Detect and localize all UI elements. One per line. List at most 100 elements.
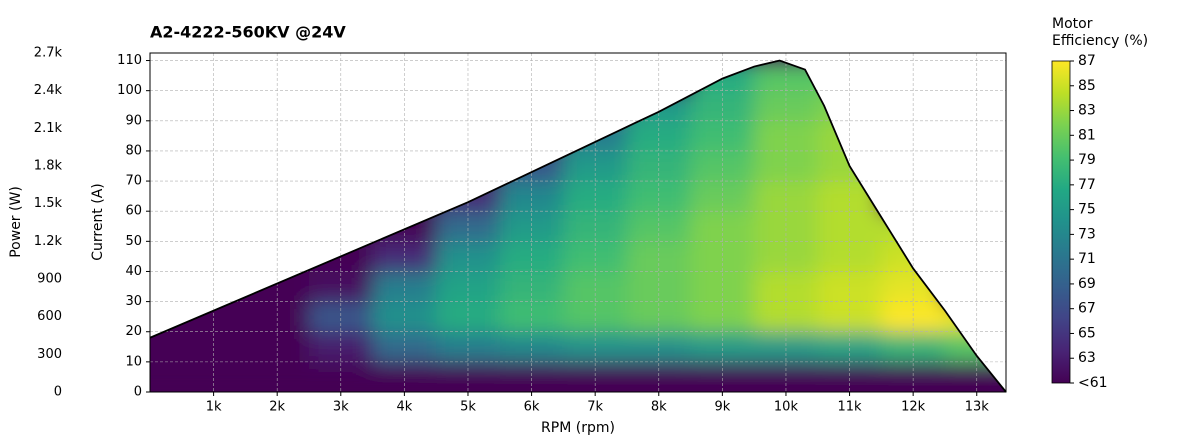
x-tick-label: 5k: [460, 400, 476, 415]
colorbar-tick-label: 67: [1078, 301, 1096, 317]
heatmap-cell: [754, 361, 819, 393]
heatmap-cell: [563, 150, 628, 182]
colorbar-tick-label: 65: [1078, 325, 1096, 341]
x-axis-label: RPM (rpm): [541, 420, 615, 436]
heatmap-cell: [563, 241, 628, 272]
colorbar-tick-label: 71: [1078, 251, 1096, 267]
x-tick-label: 11k: [838, 400, 863, 415]
heatmap-cell: [690, 361, 755, 393]
y-tick-label: 100: [117, 83, 142, 98]
heatmap-cell: [150, 331, 183, 363]
colorbar-tick-label: 63: [1078, 350, 1096, 366]
heatmap-cell: [499, 301, 564, 333]
heatmap-cell: [181, 271, 246, 303]
colorbar-tick-label: 73: [1078, 226, 1096, 242]
heatmap-cell: [499, 361, 564, 393]
colorbar-tick-label: 85: [1078, 78, 1096, 94]
heatmap-cell: [944, 301, 1006, 333]
heatmap-cell: [308, 271, 374, 303]
heatmap-cell: [754, 181, 819, 212]
heatmap-cell: [690, 150, 755, 182]
y2-tick-label: 600: [37, 309, 62, 324]
heatmap-cell: [881, 331, 946, 363]
heatmap-cell: [817, 331, 882, 363]
heatmap-cell: [754, 301, 819, 333]
y-tick-label: 40: [125, 264, 142, 279]
x-tick-label: 7k: [587, 400, 603, 415]
heatmap-cell: [372, 331, 437, 363]
heatmap-cell: [563, 271, 628, 303]
heatmap-cell: [944, 331, 1006, 363]
y2-tick-label: 2.4k: [34, 83, 63, 98]
heatmap-cell: [245, 361, 310, 393]
heatmap-cell: [372, 361, 437, 393]
y-tick-label: 110: [117, 53, 142, 68]
colorbar-tick-label: <61: [1078, 375, 1108, 391]
plot-frame: [149, 52, 1007, 393]
y2-tick-label: 2.1k: [34, 121, 63, 136]
heatmap-cell: [690, 301, 755, 333]
x-tick-label: 1k: [206, 400, 222, 415]
x-tick-label: 13k: [965, 400, 990, 415]
heatmap-cell: [817, 211, 882, 242]
heatmap-cell: [817, 361, 882, 393]
heatmap-cell: [690, 181, 755, 212]
y2-tick-label: 0: [54, 385, 62, 400]
y-tick-label: 90: [125, 113, 142, 128]
y2-tick-label: 300: [37, 347, 62, 362]
heatmap-cell: [372, 241, 437, 272]
y-tick-label: 30: [125, 294, 142, 309]
colorbar-tick-label: 81: [1078, 127, 1096, 143]
y2-tick-label: 2.7k: [34, 46, 63, 61]
heatmap-cell: [626, 361, 692, 393]
heatmap-cell: [563, 361, 628, 393]
heatmap-cell: [150, 361, 183, 393]
y2-tick-label: 1.8k: [34, 159, 63, 174]
heatmap-cell: [626, 181, 692, 212]
heatmap-cell: [499, 211, 564, 242]
heatmap-cell: [881, 361, 946, 393]
heatmap-cell: [245, 271, 310, 303]
heatmap-cell: [436, 361, 501, 393]
heatmap-cell: [626, 241, 692, 272]
y2-tick-label: 1.5k: [34, 196, 63, 211]
heatmap: [150, 60, 1006, 393]
y2-axis-label: Power (W): [8, 186, 24, 258]
heatmap-cell: [754, 331, 819, 363]
heatmap-cell: [817, 241, 882, 272]
y-axis-label: Current (A): [90, 183, 106, 261]
heatmap-cell: [690, 271, 755, 303]
x-tick-label: 3k: [333, 400, 349, 415]
heatmap-cell: [754, 150, 819, 182]
heatmap-cell: [690, 211, 755, 242]
heatmap-cell: [245, 331, 310, 363]
heatmap-cell: [499, 271, 564, 303]
heatmap-cell: [626, 331, 692, 363]
colorbar-title: Efficiency (%): [1052, 33, 1148, 49]
heatmap-cell: [436, 271, 501, 303]
heatmap-cell: [944, 361, 1006, 393]
heatmap-cell: [754, 241, 819, 272]
colorbar-tick-label: 69: [1078, 276, 1096, 292]
heatmap-cell: [308, 301, 374, 333]
y-tick-label: 20: [125, 324, 142, 339]
colorbar-tick-label: 83: [1078, 103, 1096, 119]
x-tick-label: 9k: [714, 400, 730, 415]
heatmap-cell: [754, 211, 819, 242]
y-tick-label: 10: [125, 354, 142, 369]
heatmap-cell: [754, 271, 819, 303]
y-tick-label: 80: [125, 143, 142, 158]
heatmap-cell: [499, 241, 564, 272]
heatmap-cell: [626, 150, 692, 182]
x-tick-label: 12k: [901, 400, 926, 415]
heatmap-cell: [372, 271, 437, 303]
colorbar-tick-label: 87: [1078, 53, 1096, 69]
envelope-line: [149, 59, 1007, 393]
heatmap-cells: [150, 60, 1006, 393]
y2-tick-label: 900: [37, 272, 62, 287]
chart-title: A2-4222-560KV @24V: [150, 23, 346, 42]
heatmap-cell: [881, 301, 946, 333]
heatmap-cell: [563, 301, 628, 333]
